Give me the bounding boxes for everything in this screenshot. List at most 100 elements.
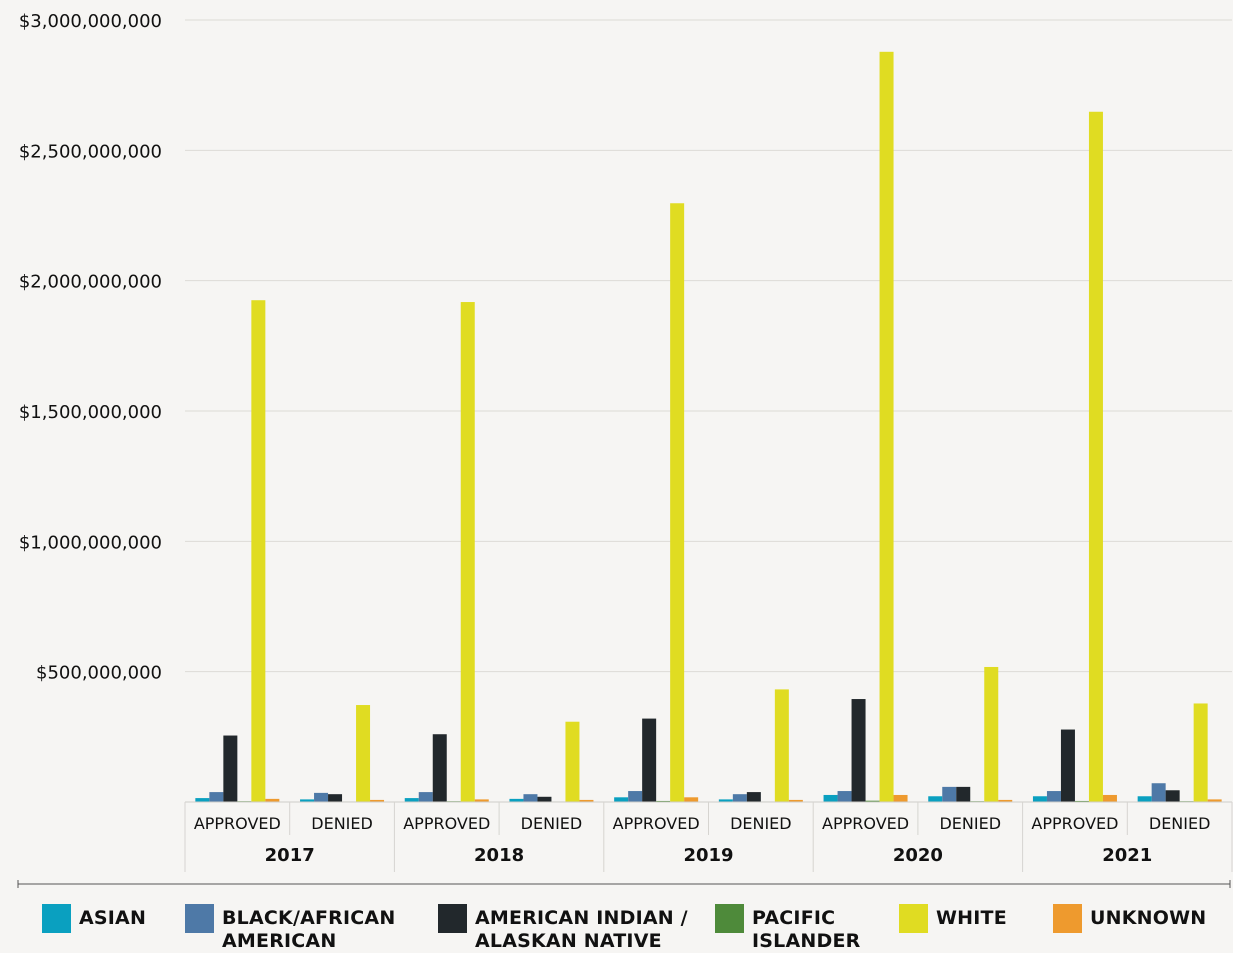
year-label: 2018 (474, 845, 524, 866)
legend-swatch-unknown (1053, 904, 1082, 933)
bar (851, 699, 866, 802)
bar (370, 799, 385, 802)
series-asian (195, 794, 1152, 802)
bar (998, 799, 1013, 802)
bar (642, 718, 657, 802)
bar-series (195, 51, 1222, 803)
legend-item-white: WHITE (899, 904, 1007, 933)
legend-item-black-african-american: BLACK/AFRICAN AMERICAN (185, 904, 415, 953)
x-tick-label: APPROVED (822, 814, 909, 833)
y-tick-label: $2,500,000,000 (19, 141, 162, 162)
year-label: 2021 (1102, 845, 1152, 866)
year-label: 2019 (683, 845, 733, 866)
x-tick-label: APPROVED (1031, 814, 1118, 833)
bar (928, 796, 943, 802)
x-tick-label: APPROVED (403, 814, 490, 833)
bar (865, 800, 880, 802)
bar (418, 792, 433, 802)
series-black-african-american (209, 783, 1166, 802)
legend-swatch-white (899, 904, 928, 933)
y-tick-label: $1,000,000,000 (19, 532, 162, 553)
y-tick-label: $1,500,000,000 (19, 402, 162, 423)
series-american-indian-alaskan-native (223, 699, 1180, 802)
bar (956, 786, 971, 802)
legend-label: AMERICAN INDIAN / ALASKAN NATIVE (475, 907, 688, 952)
x-tick-label: APPROVED (613, 814, 700, 833)
bar (460, 302, 475, 802)
x-tick-label: DENIED (311, 814, 373, 833)
series-white (251, 51, 1208, 803)
bar (879, 51, 894, 803)
year-label: 2020 (893, 845, 943, 866)
bar (684, 797, 699, 802)
legend-item-pacific-islander: PACIFIC ISLANDER (715, 904, 885, 953)
bar (788, 799, 803, 802)
bar (1060, 729, 1075, 802)
bar (984, 666, 999, 802)
bar (746, 792, 761, 802)
legend-swatch-black-african-american (185, 904, 214, 933)
bar (1102, 794, 1117, 802)
legend-swatch-asian (42, 904, 71, 933)
bar (656, 800, 671, 802)
bar (265, 798, 280, 802)
legend-item-asian: ASIAN (42, 904, 146, 933)
legend-label: WHITE (936, 907, 1007, 929)
x-tick-label: DENIED (939, 814, 1001, 833)
x-tick-label: APPROVED (194, 814, 281, 833)
bar (251, 300, 266, 802)
bar (1088, 111, 1103, 803)
bar-chart: $500,000,000 $1,000,000,000 $1,500,000,000… (17, 11, 1233, 888)
legend: ASIAN BLACK/AFRICAN AMERICAN AMERICAN IN… (0, 898, 1233, 952)
bar (823, 794, 838, 802)
bar (837, 791, 852, 802)
bar (1137, 796, 1152, 802)
bar (209, 792, 224, 802)
legend-label: UNKNOWN (1090, 907, 1207, 929)
bar (1207, 799, 1222, 802)
bar (523, 794, 538, 802)
bar (223, 735, 238, 802)
bar (1074, 800, 1089, 802)
bar (628, 791, 643, 802)
legend-swatch-american-indian-alaskan-native (438, 904, 467, 933)
y-tick-label: $500,000,000 (36, 663, 162, 684)
legend-label: BLACK/AFRICAN AMERICAN (222, 907, 396, 952)
series-unknown (265, 794, 1222, 802)
y-tick-label: $3,000,000,000 (19, 11, 162, 32)
bar (942, 786, 957, 802)
bar (474, 799, 489, 802)
legend-divider (17, 880, 1231, 888)
bar (314, 792, 329, 802)
bar (356, 705, 371, 802)
bar (300, 799, 315, 802)
legend-item-unknown: UNKNOWN (1053, 904, 1206, 933)
bar (565, 721, 580, 802)
bar (1046, 791, 1061, 802)
x-tick-label: DENIED (730, 814, 792, 833)
x-axis: APPROVED DENIED APPROVED DENIED APPROVED DENI… (184, 801, 1233, 872)
bar (579, 799, 594, 802)
bar (195, 798, 210, 802)
legend-swatch-pacific-islander (715, 904, 744, 933)
bar (670, 203, 685, 803)
bar (432, 734, 447, 802)
legend-label: PACIFIC ISLANDER (752, 907, 861, 952)
y-axis-tick-labels: $500,000,000 $1,000,000,000 $1,500,000,000… (19, 11, 162, 684)
bar (614, 797, 629, 802)
bar (1165, 790, 1180, 802)
bar (718, 799, 733, 802)
year-label: 2017 (265, 845, 315, 866)
bar (774, 689, 789, 802)
y-tick-label: $2,000,000,000 (19, 272, 162, 293)
legend-item-american-indian-alaskan-native: AMERICAN INDIAN / ALASKAN NATIVE (438, 904, 698, 953)
bar (328, 794, 343, 802)
bar (1151, 783, 1166, 802)
bar (509, 798, 524, 802)
bar (404, 798, 419, 802)
bar (537, 796, 552, 802)
legend-label: ASIAN (79, 907, 147, 929)
bar (893, 794, 908, 802)
x-tick-label: DENIED (1149, 814, 1211, 833)
x-tick-label: DENIED (521, 814, 583, 833)
